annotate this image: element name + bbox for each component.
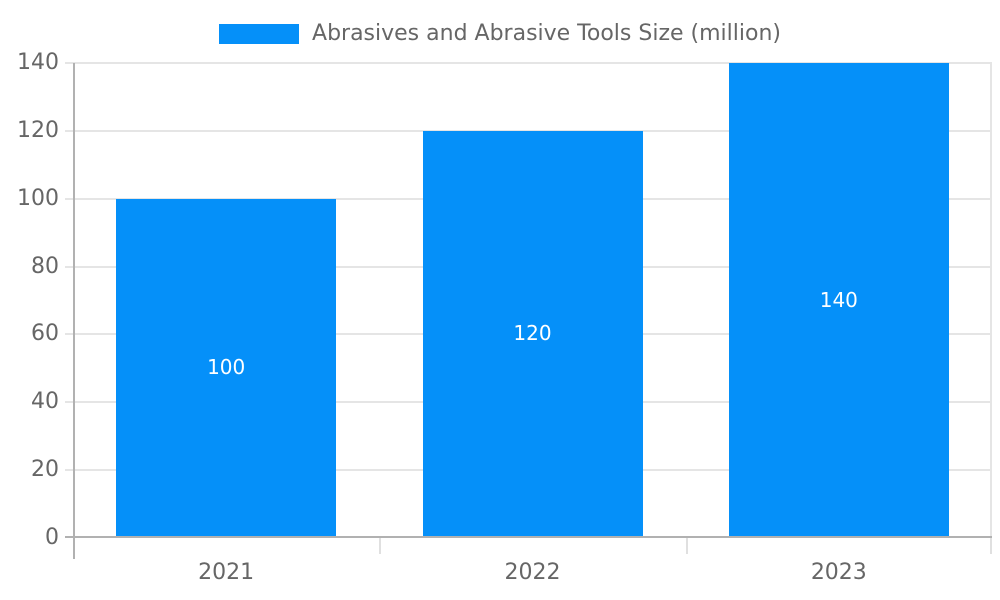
bar-value-label: 140	[819, 287, 858, 312]
legend: Abrasives and Abrasive Tools Size (milli…	[0, 20, 1000, 48]
category-tick	[685, 538, 688, 554]
y-tick-label: 140	[17, 50, 59, 75]
x-tick-label: 2023	[810, 560, 867, 585]
bar-2021: 100	[116, 198, 337, 536]
gridline-y-140	[65, 62, 992, 64]
y-tick-label: 60	[31, 321, 59, 347]
bar-2022: 120	[422, 130, 643, 536]
x-axis-line	[65, 536, 992, 538]
y-tick-label: 0	[45, 525, 59, 550]
y-axis-line	[73, 63, 75, 559]
legend-swatch-icon	[219, 24, 300, 44]
y-tick-label: 80	[31, 253, 59, 279]
x-tick-label: 2022	[504, 560, 561, 585]
y-tick-label: 100	[17, 185, 59, 211]
bar-2023: 140	[728, 63, 949, 536]
bar-value-label: 100	[207, 355, 246, 380]
x-tick-label: 2021	[198, 560, 255, 585]
y-tick-label: 20	[31, 457, 59, 483]
category-tick	[379, 538, 382, 554]
y-tick-label: 120	[17, 117, 59, 143]
bar-value-label: 120	[513, 321, 552, 346]
y-tick-label: 40	[31, 389, 59, 415]
gridline-y-120	[65, 129, 992, 132]
plot-right-border	[990, 63, 992, 538]
legend-label: Abrasives and Abrasive Tools Size (milli…	[312, 21, 781, 46]
plot-area: 0 20 40 60 80 100 120 140 100 2021 120 2022 140 2023	[17, 50, 992, 585]
category-tick	[990, 538, 992, 554]
